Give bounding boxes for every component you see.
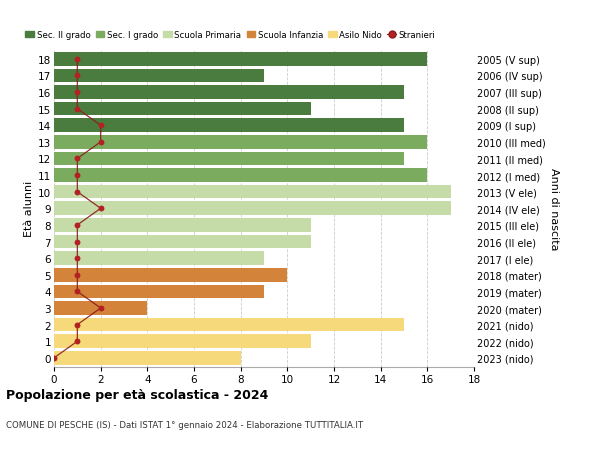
- Bar: [54, 185, 451, 199]
- Legend: Sec. II grado, Sec. I grado, Scuola Primaria, Scuola Infanzia, Asilo Nido, Stran: Sec. II grado, Sec. I grado, Scuola Prim…: [22, 27, 439, 43]
- Bar: [54, 318, 404, 332]
- Point: [73, 189, 82, 196]
- Text: Popolazione per età scolastica - 2024: Popolazione per età scolastica - 2024: [6, 388, 268, 401]
- Point: [73, 172, 82, 179]
- Bar: [54, 302, 148, 315]
- Point: [96, 305, 106, 312]
- Point: [73, 272, 82, 279]
- Point: [73, 222, 82, 229]
- Point: [96, 122, 106, 129]
- Bar: [54, 136, 427, 149]
- Bar: [54, 102, 311, 116]
- Bar: [54, 335, 311, 348]
- Point: [73, 156, 82, 163]
- Bar: [54, 152, 404, 166]
- Point: [73, 238, 82, 246]
- Point: [73, 288, 82, 296]
- Point: [73, 73, 82, 80]
- Bar: [54, 169, 427, 183]
- Point: [73, 255, 82, 262]
- Point: [96, 205, 106, 213]
- Bar: [54, 119, 404, 133]
- Bar: [54, 285, 264, 298]
- Bar: [54, 269, 287, 282]
- Point: [73, 321, 82, 329]
- Bar: [54, 69, 264, 83]
- Bar: [54, 53, 427, 67]
- Point: [73, 89, 82, 96]
- Bar: [54, 252, 264, 265]
- Bar: [54, 86, 404, 100]
- Bar: [54, 218, 311, 232]
- Point: [49, 354, 59, 362]
- Point: [73, 338, 82, 345]
- Bar: [54, 351, 241, 365]
- Bar: [54, 202, 451, 216]
- Y-axis label: Anni di nascita: Anni di nascita: [550, 168, 559, 250]
- Text: COMUNE DI PESCHE (IS) - Dati ISTAT 1° gennaio 2024 - Elaborazione TUTTITALIA.IT: COMUNE DI PESCHE (IS) - Dati ISTAT 1° ge…: [6, 420, 363, 429]
- Bar: [54, 235, 311, 249]
- Point: [73, 106, 82, 113]
- Point: [96, 139, 106, 146]
- Point: [73, 56, 82, 63]
- Y-axis label: Età alunni: Età alunni: [24, 181, 34, 237]
